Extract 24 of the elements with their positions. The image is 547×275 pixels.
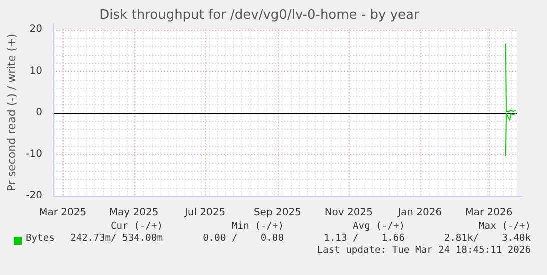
x-tick-label: May 2025 bbox=[109, 208, 159, 219]
x-tick-label: Mar 2026 bbox=[465, 208, 513, 219]
y-tick-label: -10 bbox=[26, 148, 43, 160]
x-tick-label: Jul 2025 bbox=[184, 208, 226, 219]
text: 2.81k/ 3.40k bbox=[444, 233, 531, 244]
legend-label: Bytes bbox=[26, 233, 55, 244]
text: Max (-/+) bbox=[479, 221, 531, 232]
text: Cur (-/+) bbox=[111, 221, 163, 232]
text: 242.73m/ 534.00m bbox=[70, 233, 163, 244]
y-tick-label: 10 bbox=[30, 66, 43, 77]
chart-title: Disk throughput for /dev/vg0/lv-0-home - by year bbox=[100, 8, 420, 24]
text: Last update: Tue Mar 24 18:45:11 2026 bbox=[317, 245, 531, 256]
y-tick-label: 0 bbox=[36, 107, 43, 118]
text: Avg (-/+) bbox=[353, 221, 405, 232]
text: 0.00 / 0.00 bbox=[203, 233, 284, 244]
x-tick-label: Mar 2025 bbox=[39, 208, 87, 219]
y-tick-label: 20 bbox=[30, 24, 43, 36]
x-tick-label: Nov 2025 bbox=[324, 208, 373, 219]
text: 1.13 / 1.66 bbox=[324, 233, 405, 244]
text: Min (-/+) bbox=[232, 221, 284, 232]
x-tick-label: Sep 2025 bbox=[254, 208, 302, 219]
y-tick-label: -20 bbox=[26, 190, 43, 202]
x-tick-label: Jan 2026 bbox=[397, 208, 442, 219]
y-axis-title: Pr second read (-) / write (+) bbox=[5, 34, 18, 192]
